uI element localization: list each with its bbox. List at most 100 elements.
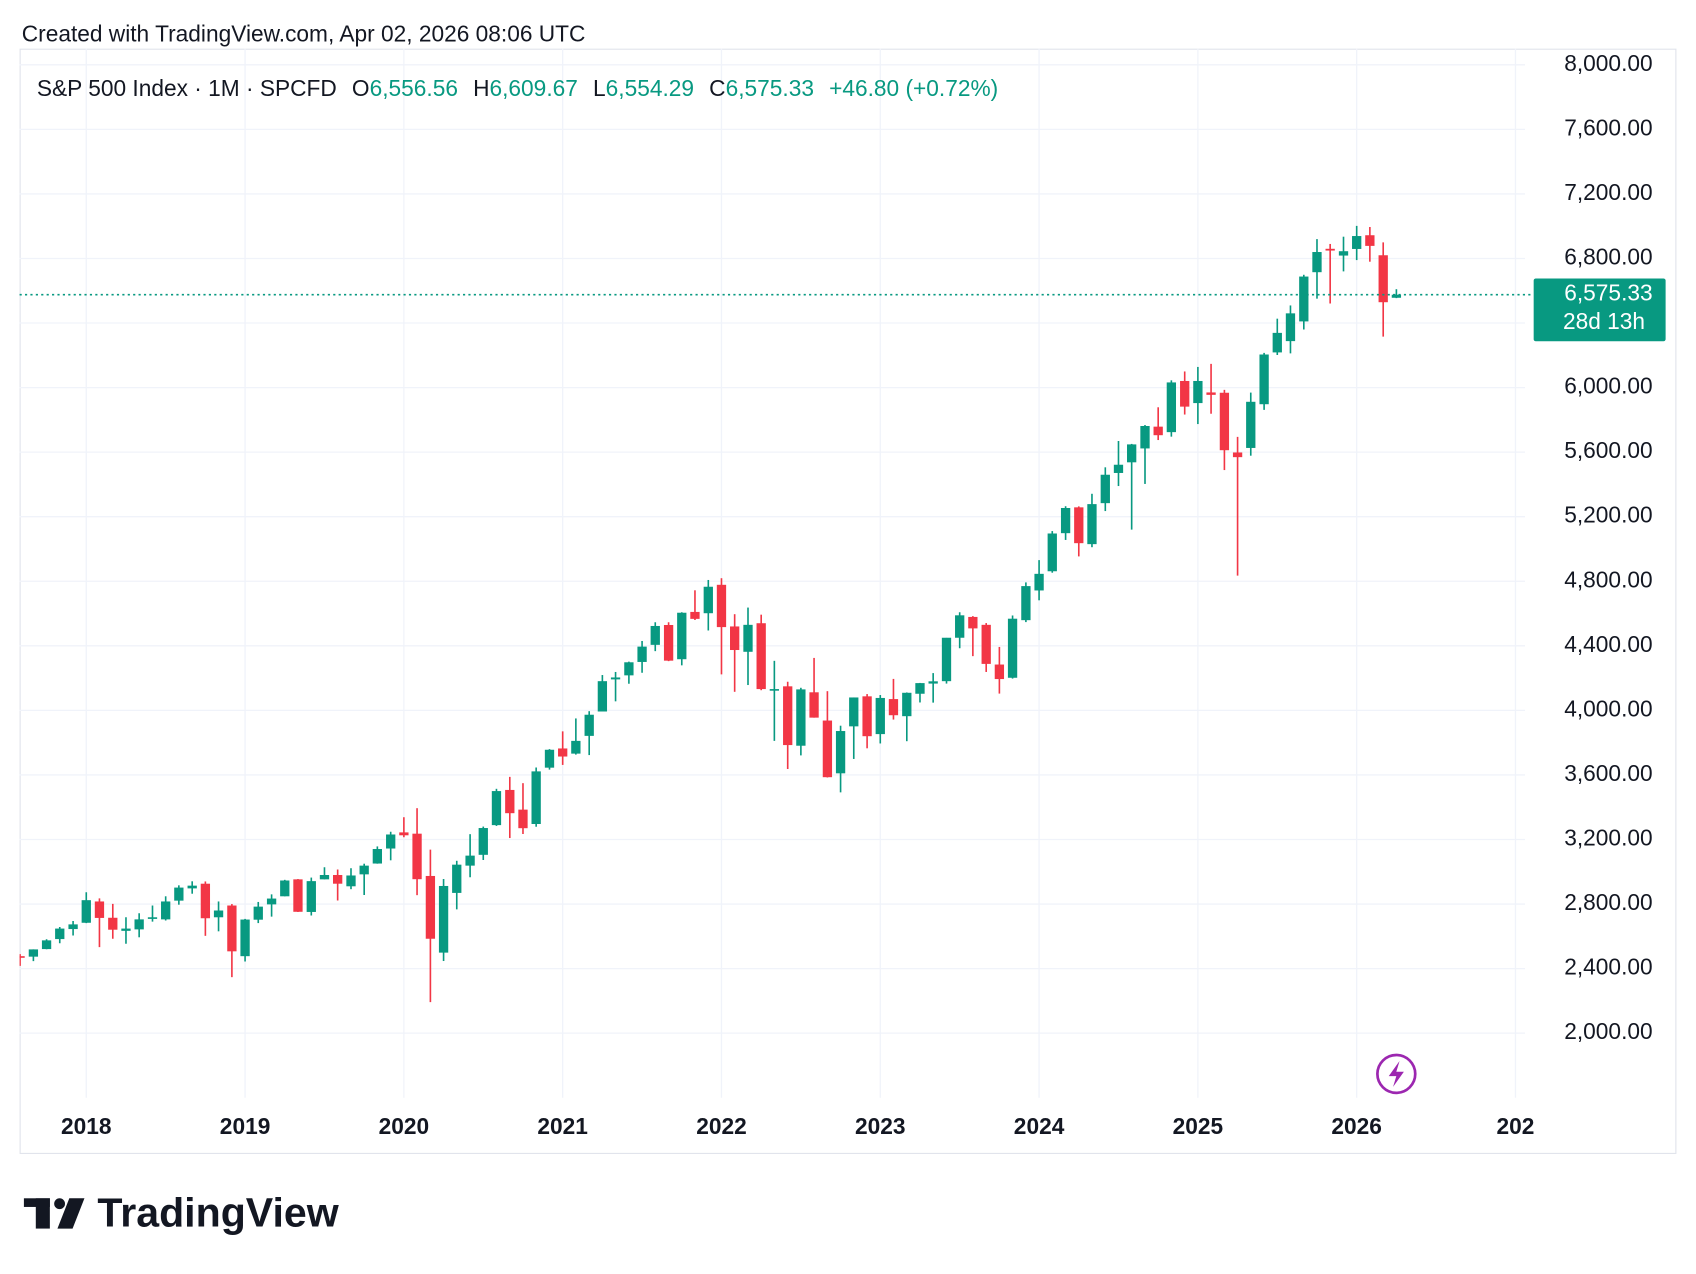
countdown-label: 28d 13h bbox=[1563, 308, 1645, 334]
legend-key: C bbox=[709, 75, 725, 101]
candle-body bbox=[1312, 252, 1322, 273]
candle-body bbox=[1166, 382, 1177, 433]
candle-body bbox=[478, 828, 488, 855]
y-tick-label: 4,800.00 bbox=[1564, 566, 1652, 592]
candle-body bbox=[835, 731, 846, 774]
candle-body bbox=[161, 901, 171, 920]
x-tick-label: 202 bbox=[1497, 1113, 1535, 1139]
candle-body bbox=[822, 720, 833, 778]
candle-body bbox=[703, 586, 713, 614]
candle-body bbox=[1127, 444, 1137, 463]
candle-body bbox=[359, 865, 369, 875]
candle-body bbox=[783, 686, 793, 746]
candle-body bbox=[438, 885, 449, 953]
candle-body bbox=[1153, 426, 1163, 436]
candle-body bbox=[994, 664, 1005, 680]
candle-body bbox=[187, 885, 197, 889]
legend-key: L bbox=[593, 75, 606, 101]
y-tick-label: 3,200.00 bbox=[1564, 824, 1652, 850]
candle-body bbox=[796, 689, 806, 746]
candle-body bbox=[915, 683, 925, 694]
y-tick-label: 2,000.00 bbox=[1564, 1018, 1652, 1044]
candle-body bbox=[1180, 380, 1190, 407]
candle-body bbox=[465, 855, 475, 866]
y-tick-label: 4,400.00 bbox=[1564, 631, 1652, 657]
candle-body bbox=[928, 681, 938, 684]
candle-body bbox=[1325, 248, 1335, 251]
candle-body bbox=[955, 615, 965, 638]
x-tick-label: 2024 bbox=[1014, 1113, 1065, 1139]
candle-body bbox=[690, 611, 700, 619]
candle-body bbox=[1060, 507, 1071, 534]
candle-body bbox=[1087, 504, 1097, 545]
candle-body bbox=[531, 771, 541, 824]
x-tick-label: 2019 bbox=[220, 1113, 271, 1139]
candle-body bbox=[491, 791, 502, 826]
candle-body bbox=[174, 887, 184, 901]
legend-value: 6,556.56 bbox=[370, 75, 458, 101]
legend: S&P 500 Index · 1M · SPCFD O6,556.56 H6,60… bbox=[37, 75, 998, 101]
candle-body bbox=[677, 612, 687, 660]
logo-text: TradingView bbox=[97, 1189, 339, 1235]
y-tick-label: 3,600.00 bbox=[1564, 760, 1652, 786]
candle-body bbox=[1338, 251, 1349, 256]
lightning-icon bbox=[1376, 1053, 1417, 1095]
y-tick-label: 2,800.00 bbox=[1564, 889, 1652, 915]
candle-body bbox=[240, 919, 250, 957]
candle-body bbox=[1285, 313, 1296, 342]
candle-body bbox=[558, 748, 568, 757]
y-tick-label: 7,600.00 bbox=[1564, 114, 1652, 140]
candle-body bbox=[253, 906, 263, 920]
candle-body bbox=[1232, 452, 1243, 458]
candle-body bbox=[1113, 464, 1124, 473]
candle-body bbox=[1378, 255, 1388, 303]
y-tick-label: 6,800.00 bbox=[1564, 243, 1652, 269]
candle-body bbox=[849, 697, 859, 727]
candle-body bbox=[108, 917, 118, 930]
chart-frame bbox=[19, 48, 1677, 1154]
candle-body bbox=[637, 646, 647, 662]
candle-body bbox=[584, 714, 594, 736]
y-tick-label: 5,200.00 bbox=[1564, 502, 1652, 528]
candle-body bbox=[227, 905, 237, 952]
logo-icon bbox=[23, 1198, 85, 1229]
candle-body bbox=[875, 697, 885, 735]
price-tag-label: 6,575.33 bbox=[1564, 280, 1652, 306]
x-tick-label: 2020 bbox=[379, 1113, 430, 1139]
candle-body bbox=[1193, 380, 1203, 404]
candle-body bbox=[1391, 294, 1402, 298]
candle-body bbox=[730, 626, 740, 651]
price-tag bbox=[1533, 278, 1666, 342]
candle-body bbox=[19, 956, 25, 958]
x-tick-label: 2026 bbox=[1331, 1113, 1382, 1139]
candle-body bbox=[200, 883, 211, 919]
candle-body bbox=[293, 879, 303, 912]
candle-body bbox=[372, 849, 383, 864]
x-tick-label: 2022 bbox=[696, 1113, 747, 1139]
candle-body bbox=[1007, 618, 1018, 678]
candle-body bbox=[213, 910, 224, 918]
candle-body bbox=[862, 696, 872, 737]
candle-body bbox=[888, 699, 899, 716]
candle-body bbox=[1074, 507, 1084, 544]
candle-body bbox=[1021, 586, 1031, 621]
legend-change: +46.80 (+0.72%) bbox=[829, 75, 998, 101]
candle-body bbox=[94, 901, 105, 918]
candle-body bbox=[1259, 354, 1269, 405]
candle-body bbox=[319, 874, 330, 880]
candle-body bbox=[333, 874, 343, 884]
y-tick-label: 8,000.00 bbox=[1564, 50, 1652, 76]
candle-body bbox=[1365, 235, 1375, 246]
candle-body bbox=[663, 624, 674, 661]
candle-body bbox=[571, 740, 581, 754]
legend-title: S&P 500 Index · 1M · SPCFD bbox=[37, 75, 337, 101]
candle-body bbox=[1352, 236, 1362, 249]
candle-body bbox=[1034, 573, 1044, 591]
candle-body bbox=[756, 623, 766, 690]
candle-body bbox=[624, 662, 634, 676]
legend-key: O bbox=[352, 75, 370, 101]
candle-body bbox=[280, 880, 290, 897]
